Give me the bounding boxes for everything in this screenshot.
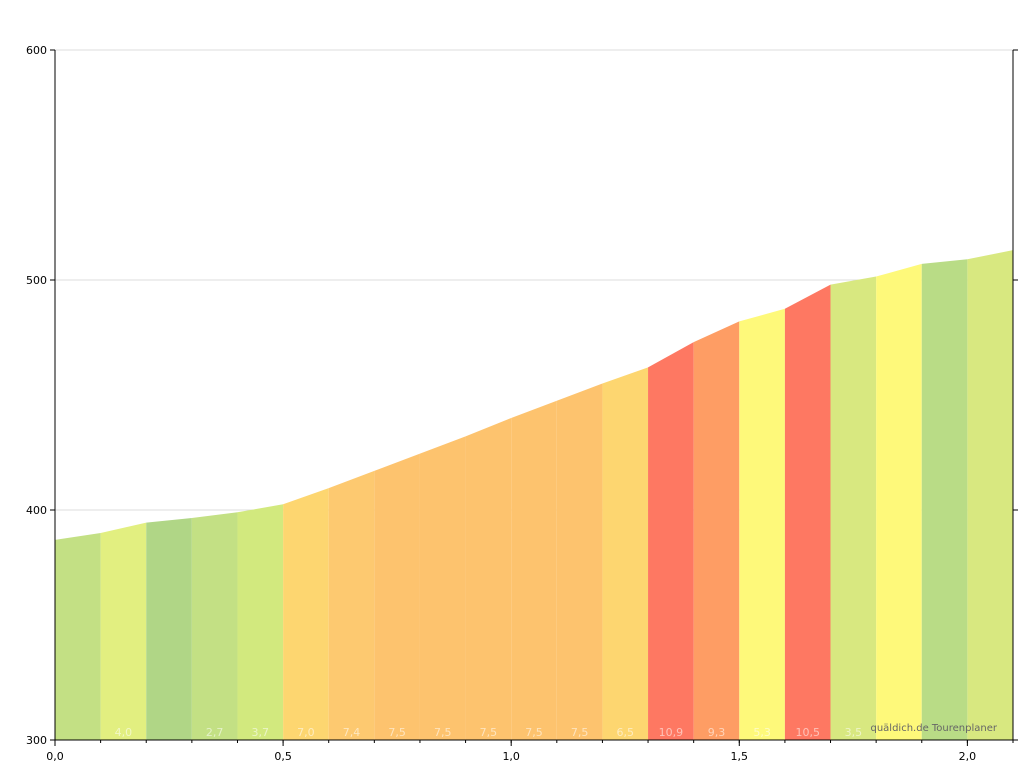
gradient-segment	[55, 533, 101, 740]
credit-label: quäldich.de Tourenplaner	[870, 723, 997, 734]
y-tick-label: 600	[26, 44, 47, 57]
y-tick-label: 400	[26, 504, 47, 517]
gradient-segment	[830, 276, 877, 740]
gradient-segments	[55, 250, 1013, 740]
x-tick-label: 1,5	[731, 750, 749, 763]
y-tick-label: 300	[26, 734, 47, 747]
gradient-segment	[693, 321, 740, 740]
segment-gradient-label: 2,7	[206, 726, 224, 739]
gradient-segment	[511, 400, 557, 740]
gradient-segment	[419, 436, 466, 740]
gradient-segment	[237, 504, 284, 740]
gradient-segment	[283, 488, 329, 740]
gradient-segment	[556, 383, 603, 740]
segment-gradient-labels: 4,0 2,7 3,7 7,0 7,4 7,5 7,5 7,5 7,5 7,5 6,5 10,9 9,3…	[115, 726, 862, 739]
segment-gradient-label: 7,4	[343, 726, 361, 739]
gradient-segment	[465, 418, 512, 740]
gradient-segment	[739, 308, 785, 740]
gradient-segment	[921, 259, 968, 740]
segment-gradient-label: 7,0	[297, 726, 315, 739]
segment-gradient-label: 7,5	[525, 726, 543, 739]
gradient-segment	[876, 263, 922, 740]
segment-gradient-label: 5,3	[753, 726, 771, 739]
segment-gradient-label: 4,0	[115, 726, 133, 739]
segment-gradient-label: 6,5	[616, 726, 634, 739]
segment-gradient-label: 7,5	[480, 726, 498, 739]
gradient-segment	[784, 284, 831, 740]
x-tick-label: 2,0	[959, 750, 977, 763]
x-tick-label: 1,0	[502, 750, 520, 763]
gradient-segment	[967, 250, 1013, 740]
segment-gradient-label: 7,5	[388, 726, 406, 739]
segment-gradient-label: 3,7	[252, 726, 270, 739]
gradient-segment	[100, 522, 147, 740]
x-tick-label: 0,5	[274, 750, 292, 763]
segment-gradient-label: 7,5	[434, 726, 452, 739]
gradient-segment	[328, 470, 375, 740]
segment-gradient-label: 10,5	[795, 726, 820, 739]
x-tick-label: 0,0	[46, 750, 64, 763]
gradient-segment	[648, 342, 694, 740]
segment-gradient-label: 10,9	[659, 726, 684, 739]
gradient-segment	[146, 518, 192, 740]
gradient-segment	[374, 453, 420, 740]
segment-gradient-label: 7,5	[571, 726, 589, 739]
gradient-segment	[602, 367, 649, 740]
gradient-segment	[191, 512, 238, 740]
segment-gradient-label: 9,3	[708, 726, 726, 739]
axes: 300 400 500 600 0,0 0,5 1,0 1,5 2,0	[26, 44, 1018, 763]
segment-gradient-label: 3,5	[845, 726, 863, 739]
y-tick-label: 500	[26, 274, 47, 287]
